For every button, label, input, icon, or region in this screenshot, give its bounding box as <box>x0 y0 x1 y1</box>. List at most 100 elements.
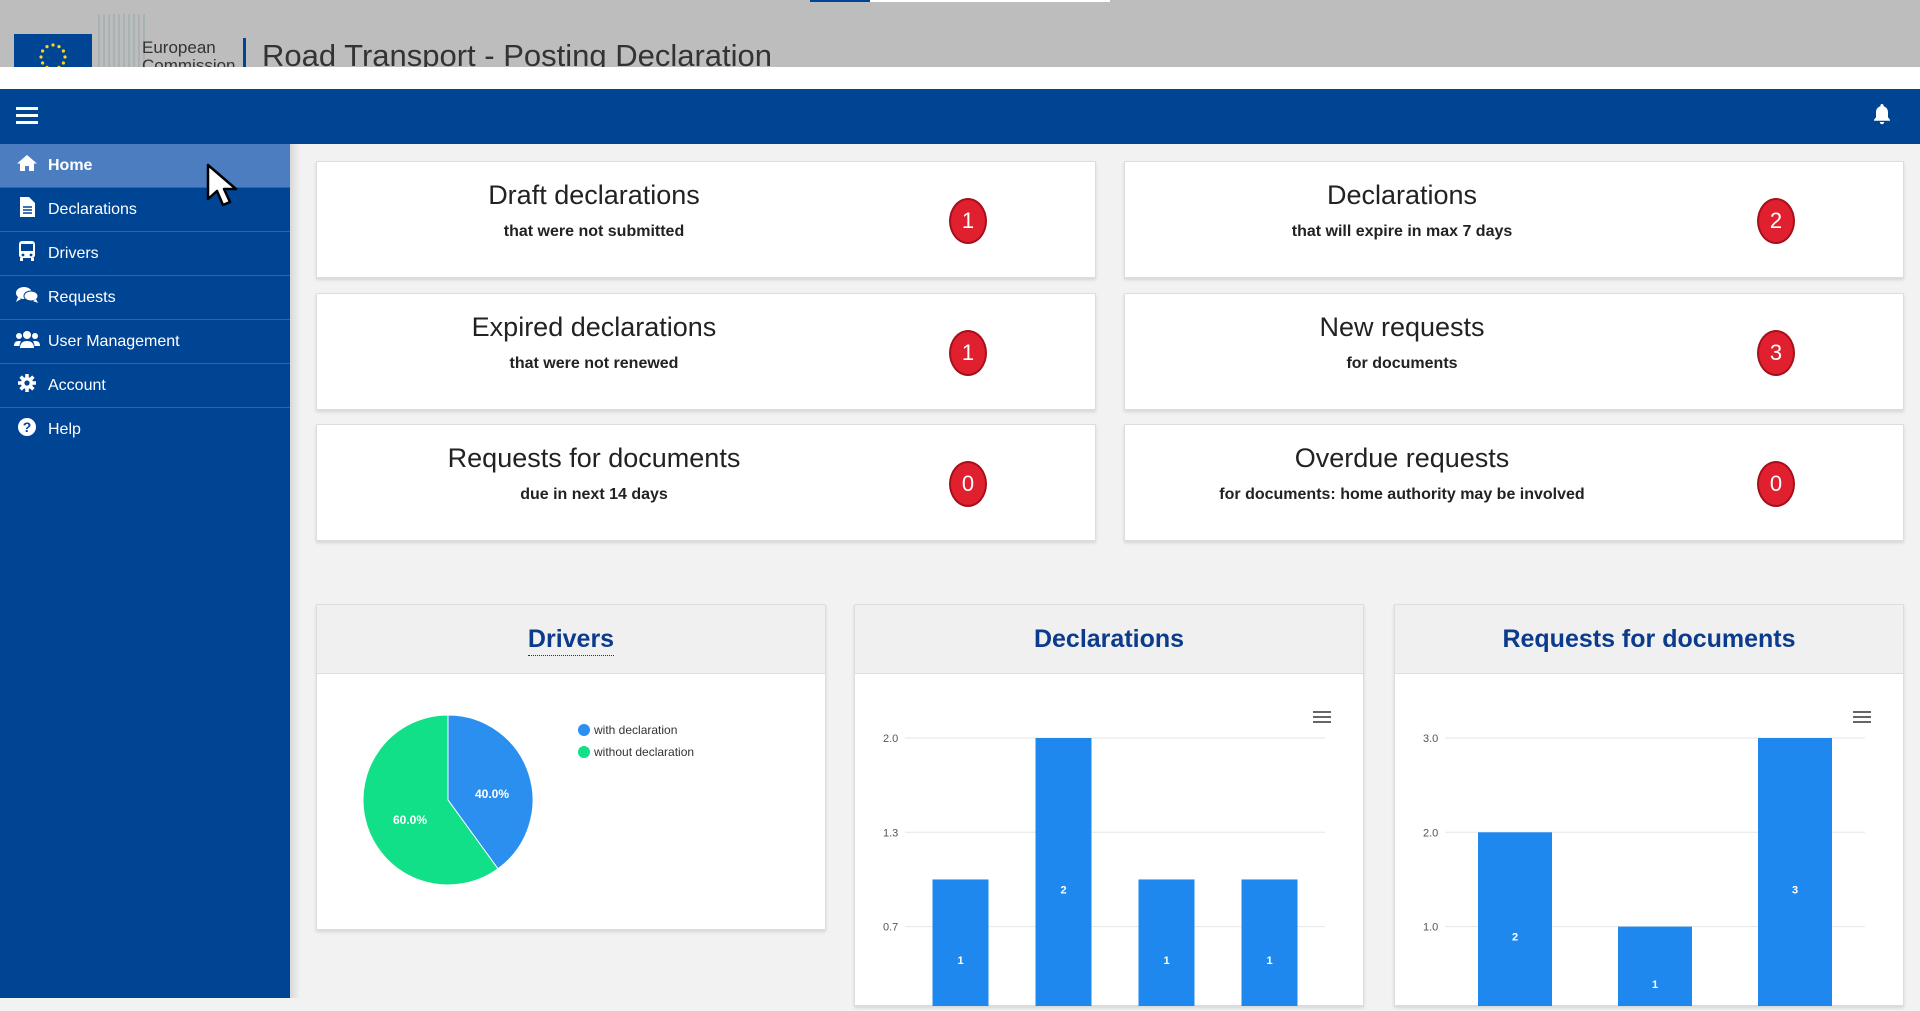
sidebar-shadow <box>290 144 300 998</box>
header-spacer <box>0 67 1920 89</box>
declarations-chart-panel: Declarations 2.0 1.3 0.7 1 2 1 1 <box>854 604 1364 1011</box>
bar-data-label: 1 <box>1163 955 1169 967</box>
bar[interactable] <box>1758 738 1832 1011</box>
count-badge: 2 <box>1757 198 1795 244</box>
comments-icon <box>14 285 40 310</box>
card-subtitle: that were not renewed <box>509 355 679 372</box>
bar[interactable] <box>932 879 989 1011</box>
sidebar-item-label: Requests <box>48 288 116 306</box>
bar-data-label: 1 <box>1652 979 1658 991</box>
sidebar: Home Declarations Drivers Requests User … <box>0 144 290 998</box>
stat-card-draft-declarations[interactable]: Draft declarations that were not submitt… <box>316 161 1096 278</box>
svg-text:?: ? <box>23 419 32 435</box>
legend-label-without[interactable]: without declaration <box>593 745 694 759</box>
bar[interactable] <box>1618 926 1692 1011</box>
bar-data-label: 1 <box>957 955 963 967</box>
sidebar-item-home[interactable]: Home <box>0 144 290 188</box>
count-badge: 1 <box>949 198 987 244</box>
pie-label-with: 40.0% <box>475 787 509 801</box>
count-badge: 0 <box>1757 461 1795 507</box>
drivers-pie-chart: with declaration without declaration 40.… <box>362 714 694 886</box>
browser-tab-indicator <box>810 0 870 2</box>
bar[interactable] <box>1035 738 1092 1011</box>
sidebar-item-requests[interactable]: Requests <box>0 276 290 320</box>
pie-legend: with declaration without declaration <box>578 723 694 759</box>
count-badge: 3 <box>1757 330 1795 376</box>
card-subtitle: that were not submitted <box>503 223 685 240</box>
sidebar-item-label: User Management <box>48 332 180 350</box>
stat-card-expired-declarations[interactable]: Expired declarations that were not renew… <box>316 293 1096 410</box>
requests-chart-panel: Requests for documents 3.0 2.0 1.0 2 1 3 <box>1394 604 1904 1011</box>
card-title: Expired declarations <box>471 312 717 342</box>
count-badge: 1 <box>949 330 987 376</box>
legend-label-with[interactable]: with declaration <box>593 723 677 737</box>
bar-data-label: 2 <box>1060 884 1066 896</box>
sidebar-item-label: Home <box>48 156 93 174</box>
sidebar-item-user-management[interactable]: User Management <box>0 320 290 364</box>
stat-card-expiring-declarations[interactable]: Declarations that will expire in max 7 d… <box>1124 161 1904 278</box>
header-divider <box>243 38 246 72</box>
card-title: Declarations <box>1326 180 1478 210</box>
y-tick-label: 0.7 <box>883 922 898 934</box>
y-tick-label: 2.0 <box>1423 827 1438 839</box>
stat-card-overdue-requests[interactable]: Overdue requests for documents: home aut… <box>1124 424 1904 541</box>
top-navbar <box>0 89 1920 144</box>
sidebar-item-declarations[interactable]: Declarations <box>0 188 290 232</box>
pie-slice-without[interactable] <box>362 714 499 886</box>
drivers-chart-panel: Drivers with declaration without declara… <box>316 604 826 930</box>
chart-menu-icon[interactable] <box>1853 711 1871 725</box>
chart-title: Drivers <box>317 605 825 674</box>
card-subtitle: for documents: home authority may be inv… <box>1219 486 1585 503</box>
y-tick-label: 3.0 <box>1423 733 1438 745</box>
org-name-line1: European <box>142 38 216 57</box>
home-icon <box>14 154 40 177</box>
pie-label-without: 60.0% <box>393 813 427 827</box>
card-subtitle: for documents <box>1346 355 1458 372</box>
drivers-chart-title[interactable]: Drivers <box>527 625 615 656</box>
chart-menu-icon[interactable] <box>1313 711 1331 725</box>
card-subtitle: due in next 14 days <box>520 486 668 503</box>
y-tick-label: 1.0 <box>1423 922 1438 934</box>
card-title: Draft declarations <box>488 180 700 210</box>
question-icon: ? <box>14 417 40 442</box>
bell-icon[interactable] <box>1872 103 1892 130</box>
pie-slice-with[interactable] <box>447 714 534 870</box>
site-header: European Commission Road Transport - Pos… <box>0 0 1920 89</box>
sidebar-item-drivers[interactable]: Drivers <box>0 232 290 276</box>
browser-tab-strip <box>870 0 1110 2</box>
sidebar-item-account[interactable]: Account <box>0 364 290 408</box>
declarations-bar-chart: 2.0 1.3 0.7 1 2 1 1 <box>883 733 1325 1011</box>
requests-chart-title: Requests for documents <box>1395 605 1903 674</box>
stat-card-requests-due[interactable]: Requests for documents due in next 14 da… <box>316 424 1096 541</box>
stat-card-new-requests[interactable]: New requests for documents 3 <box>1124 293 1904 410</box>
legend-marker-with <box>578 724 590 736</box>
ec-logo[interactable]: European Commission <box>14 12 244 80</box>
mouse-pointer-icon <box>205 163 247 214</box>
sidebar-item-label: Help <box>48 420 81 438</box>
bar[interactable] <box>1138 879 1195 1011</box>
bar-data-label: 1 <box>1266 955 1272 967</box>
y-tick-label: 2.0 <box>883 733 898 745</box>
sidebar-item-label: Declarations <box>48 200 137 218</box>
card-title: Requests for documents <box>447 443 741 473</box>
card-subtitle: that will expire in max 7 days <box>1291 223 1513 240</box>
bar[interactable] <box>1241 879 1298 1011</box>
y-tick-label: 1.3 <box>883 827 898 839</box>
bar[interactable] <box>1478 832 1552 1011</box>
document-icon <box>14 196 40 223</box>
bus-icon <box>14 240 40 267</box>
sidebar-item-label: Account <box>48 376 106 394</box>
logo-building-icon <box>98 14 148 72</box>
users-icon <box>14 329 40 354</box>
card-title: Overdue requests <box>1294 443 1510 473</box>
legend-marker-without <box>578 746 590 758</box>
hamburger-icon[interactable] <box>16 107 38 125</box>
bar-data-label: 2 <box>1512 932 1518 944</box>
sidebar-item-label: Drivers <box>48 244 99 262</box>
declarations-chart-title: Declarations <box>855 605 1363 674</box>
count-badge: 0 <box>949 461 987 507</box>
sidebar-item-help[interactable]: ? Help <box>0 408 290 451</box>
gear-icon <box>14 373 40 398</box>
card-title: New requests <box>1319 312 1485 342</box>
bar-data-label: 3 <box>1792 884 1798 896</box>
